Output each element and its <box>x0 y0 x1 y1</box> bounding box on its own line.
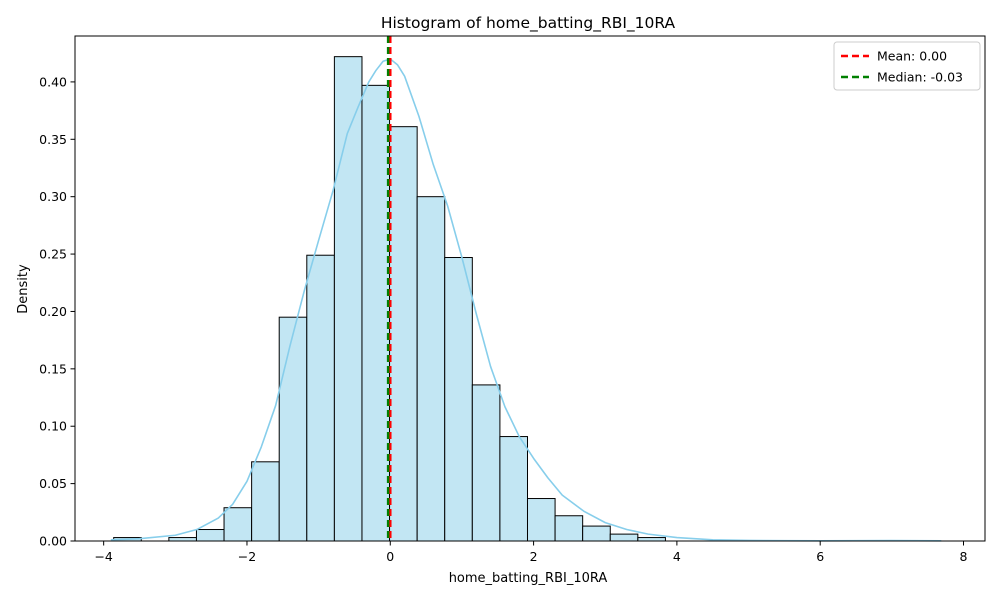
legend-box <box>833 41 981 91</box>
legend: Mean: 0.00 Median: -0.03 <box>833 41 981 91</box>
bars-group <box>113 56 666 542</box>
histogram-bar <box>251 461 280 542</box>
y-tick-label: 0.30 <box>39 189 67 204</box>
x-tick-label: 0 <box>386 549 394 564</box>
x-tick-label: 8 <box>960 549 968 564</box>
histogram-bar <box>554 515 584 542</box>
histogram-bar <box>526 498 556 542</box>
x-tick-label: 2 <box>530 549 538 564</box>
histogram-bar <box>444 257 473 542</box>
histogram-bar <box>195 529 225 542</box>
histogram-bar <box>416 196 446 542</box>
histogram-bar <box>582 525 611 542</box>
axes-group: −4 −2 0 2 4 6 8 0.00 0.05 0.10 0.15 0.20 0.25 0.30 0.3… <box>39 35 986 564</box>
y-tick-label: 0.15 <box>39 361 67 376</box>
histogram-bar <box>471 384 501 542</box>
legend-median-label: Median: -0.03 <box>877 70 963 85</box>
x-tick-label: −4 <box>94 549 112 564</box>
y-tick-label: 0.35 <box>39 132 67 147</box>
y-tick-label: 0.00 <box>39 534 67 549</box>
chart-title: Histogram of home_batting_RBI_10RA <box>381 14 676 33</box>
histogram-bar <box>637 537 666 542</box>
histogram-bar <box>333 56 363 542</box>
histogram-bar <box>609 533 639 542</box>
histogram-bar <box>389 126 418 542</box>
kde-group <box>110 58 942 542</box>
kde-curve <box>110 58 942 542</box>
y-tick-label: 0.20 <box>39 304 67 319</box>
legend-mean-label: Mean: 0.00 <box>877 49 947 64</box>
x-tick-label: 6 <box>816 549 824 564</box>
x-tick-label: 4 <box>673 549 681 564</box>
histogram-bar <box>278 316 308 542</box>
y-axis-label: Density <box>16 264 31 314</box>
y-tick-label: 0.10 <box>39 419 67 434</box>
histogram-bar <box>306 254 335 542</box>
histogram-bar <box>223 507 253 542</box>
plot-frame <box>74 35 986 542</box>
y-tick-label: 0.25 <box>39 247 67 262</box>
x-axis-label: home_batting_RBI_10RA <box>449 571 608 586</box>
histogram-bar <box>361 84 391 542</box>
y-tick-label: 0.05 <box>39 476 67 491</box>
x-tick-label: −2 <box>238 549 256 564</box>
y-tick-label: 0.40 <box>39 74 67 89</box>
histogram-bar <box>168 537 197 542</box>
reference-lines <box>386 36 392 541</box>
histogram-bar <box>499 436 529 542</box>
